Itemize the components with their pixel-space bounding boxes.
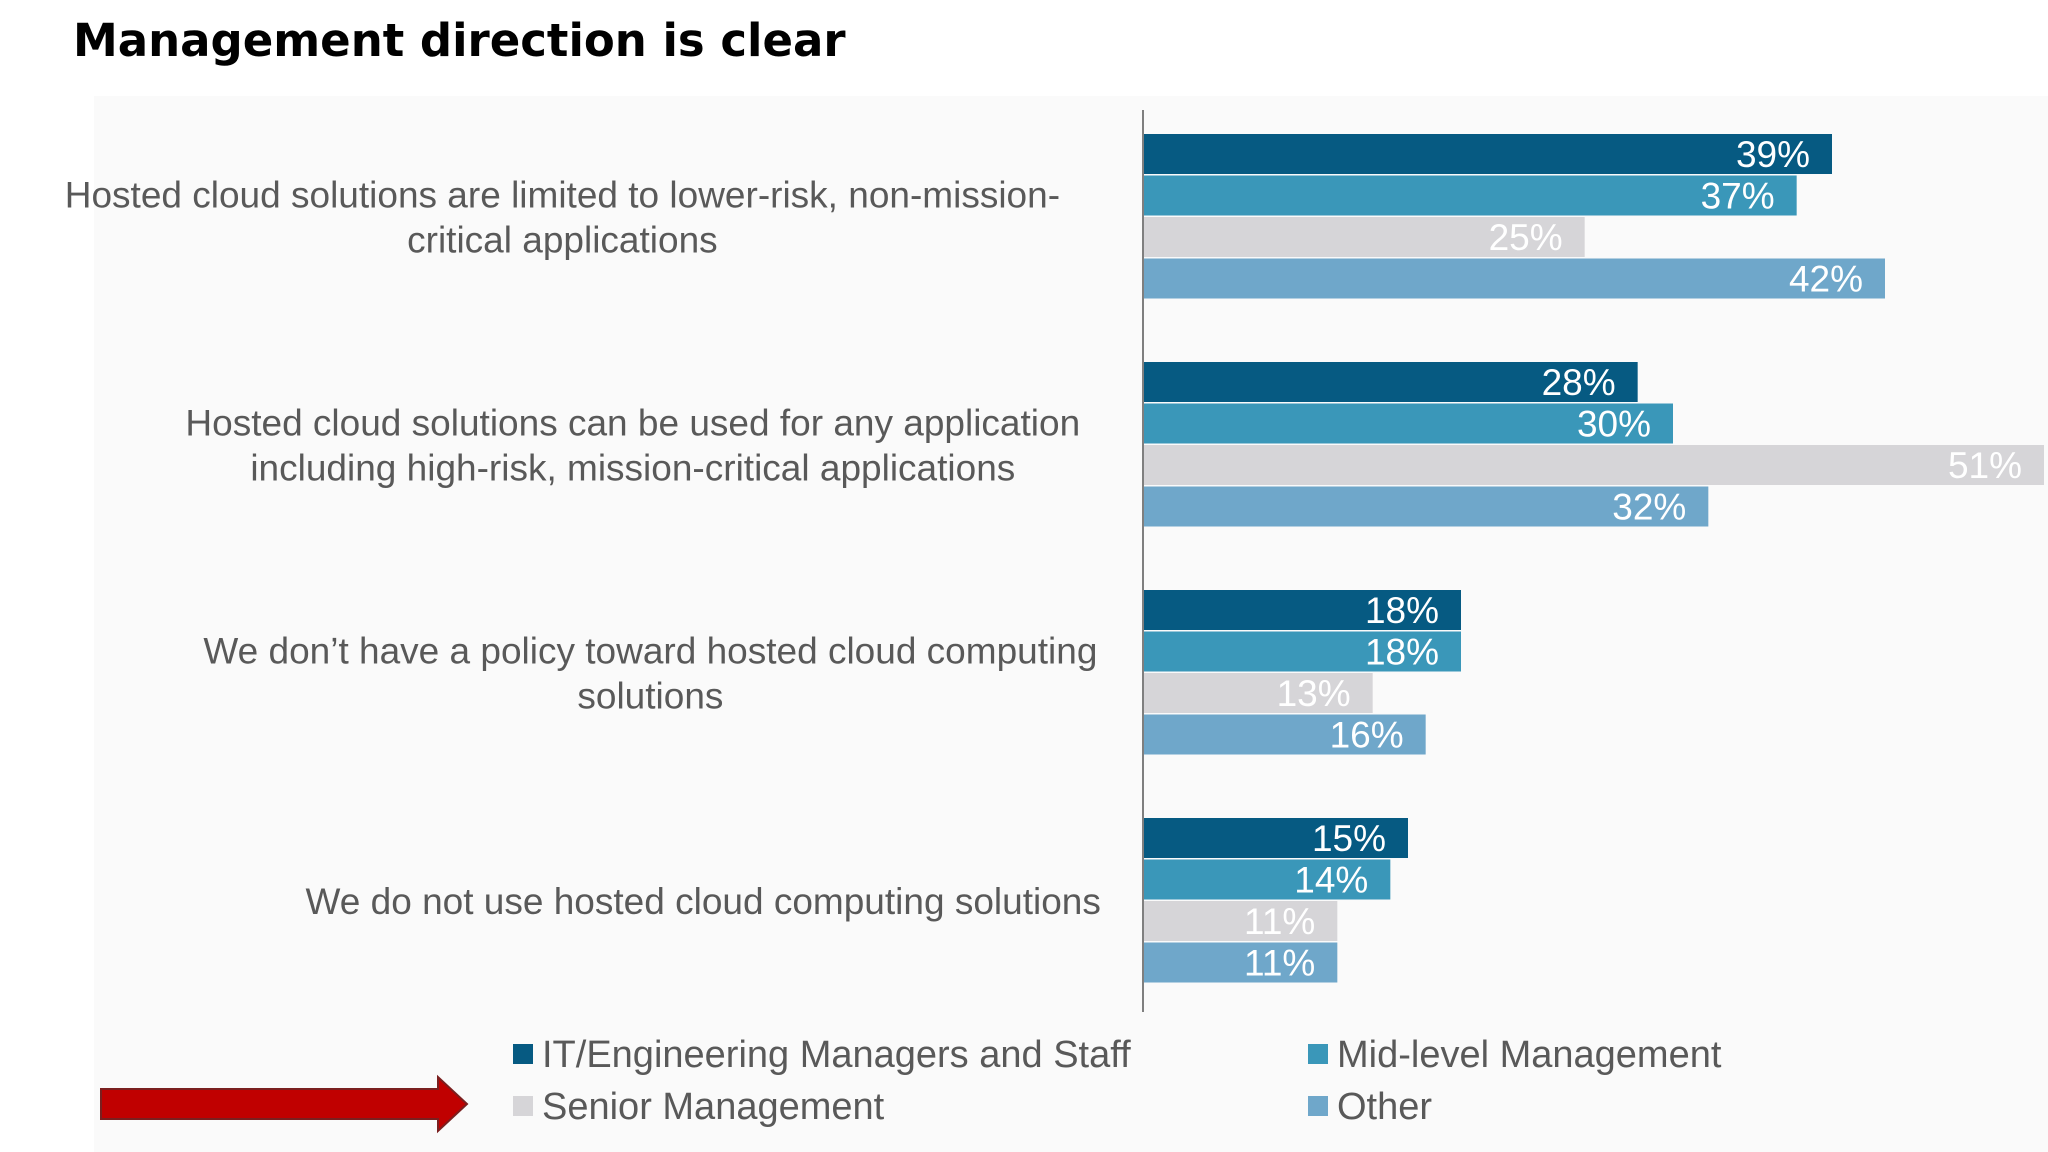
bar-other [1143, 258, 1885, 299]
legend: IT/Engineering Managers and Staff Mid-lev… [513, 1034, 1722, 1128]
red-arrow-annotation [100, 1074, 469, 1134]
bar-other [1143, 942, 1338, 983]
category-label: We do not use hosted cloud computing sol… [306, 881, 1101, 922]
bar-value-label: 14% [1294, 860, 1368, 901]
category-label: We don’t have a policy toward hosted clo… [203, 631, 1097, 717]
bar-value-label: 51% [1948, 445, 2022, 486]
bar-value-label: 32% [1612, 487, 1686, 528]
legend-swatch [1308, 1044, 1328, 1064]
category-label: Hosted cloud solutions can be used for a… [185, 403, 1080, 489]
bar-value-label: 13% [1277, 673, 1351, 714]
bar-value-label: 11% [1244, 901, 1315, 942]
bar-value-label: 15% [1312, 818, 1386, 859]
bar-senior-management [1143, 217, 1585, 257]
bar-it-engineering-managers-and-staff [1143, 818, 1408, 858]
bar-other [1143, 714, 1426, 755]
bar-value-label: 30% [1577, 404, 1651, 445]
legend-swatch [513, 1044, 533, 1064]
labels-layer: Hosted cloud solutions are limited to lo… [65, 134, 2022, 984]
bar-value-label: 11% [1244, 943, 1315, 984]
bar-it-engineering-managers-and-staff [1143, 362, 1638, 402]
bar-it-engineering-managers-and-staff [1143, 134, 1832, 174]
bar-mid-level-management [1143, 175, 1797, 216]
bar-mid-level-management [1143, 631, 1461, 672]
bar-other [1143, 486, 1709, 527]
legend-label: Senior Management [542, 1086, 885, 1128]
legend-swatch [513, 1096, 533, 1116]
bar-mid-level-management [1143, 403, 1673, 444]
category-label: Hosted cloud solutions are limited to lo… [65, 175, 1060, 261]
page-title: Management direction is clear [73, 14, 846, 67]
legend-label: Mid-level Management [1337, 1034, 1722, 1076]
bar-value-label: 25% [1489, 217, 1563, 258]
bar-value-label: 37% [1701, 176, 1775, 217]
bar-it-engineering-managers-and-staff [1143, 590, 1461, 630]
bar-value-label: 39% [1736, 134, 1810, 175]
bar-value-label: 18% [1365, 590, 1439, 631]
legend-swatch [1308, 1096, 1328, 1116]
legend-label: IT/Engineering Managers and Staff [542, 1034, 1131, 1076]
red-arrow-icon [100, 1074, 469, 1134]
bar-senior-management [1143, 673, 1373, 713]
bar-value-label: 42% [1789, 259, 1863, 300]
bars-layer [1143, 134, 2044, 983]
bar-value-label: 18% [1365, 632, 1439, 673]
bar-mid-level-management [1143, 859, 1391, 900]
bar-senior-management [1143, 901, 1338, 941]
bar-value-label: 16% [1330, 715, 1404, 756]
bar-senior-management [1143, 445, 2044, 485]
bar-value-label: 28% [1542, 362, 1616, 403]
legend-label: Other [1337, 1086, 1432, 1128]
